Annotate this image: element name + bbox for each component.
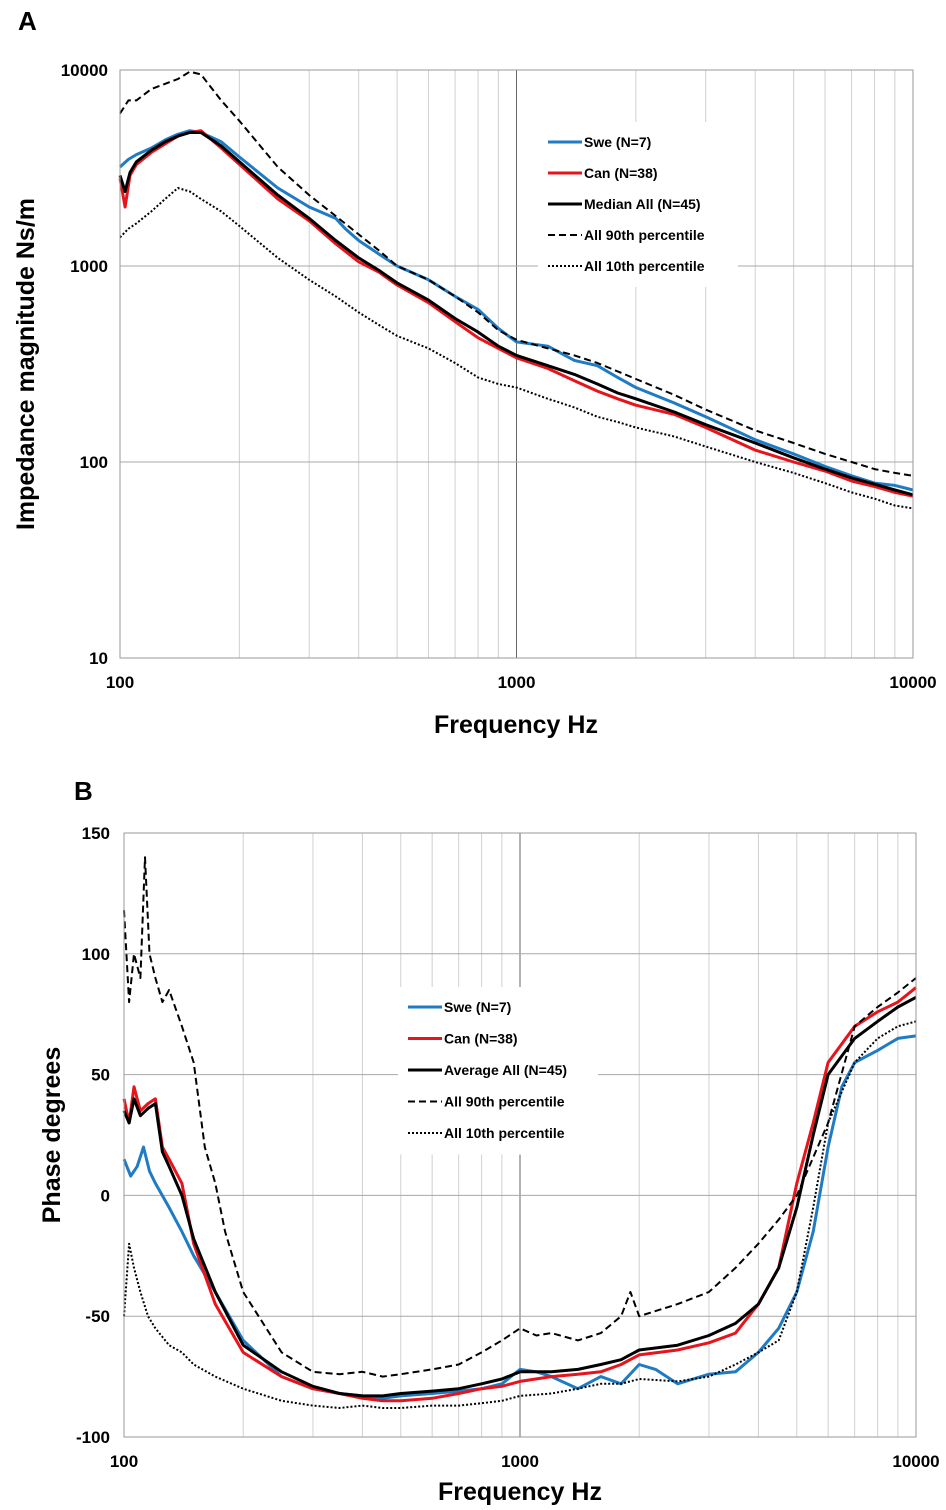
x-tick-label-1: 1000	[501, 1452, 539, 1471]
y-tick-label-1: -50	[85, 1307, 110, 1326]
legend-label-1: Can (N=38)	[444, 1031, 518, 1047]
x-tick-label-2: 10000	[889, 673, 936, 692]
panel-b-tick-labels: 100 1000 10000 -100 -50 0 50 100 150	[76, 824, 940, 1471]
legend-label-1: Can (N=38)	[584, 165, 658, 181]
panel-a-letter: A	[18, 6, 37, 36]
legend-label-3: All 90th percentile	[584, 227, 705, 243]
x-tick-label-2: 10000	[892, 1452, 939, 1471]
legend-label-4: All 10th percentile	[584, 258, 705, 274]
x-tick-label-1: 1000	[498, 673, 536, 692]
legend-label-0: Swe (N=7)	[584, 134, 651, 150]
y-tick-label-4: 100	[82, 945, 110, 964]
panel-b-series	[122, 856, 917, 1409]
panel-b-y-axis-title: Phase degrees	[38, 1047, 66, 1224]
panel-a-x-axis-title: Frequency Hz	[434, 711, 598, 739]
series-line-3	[119, 70, 914, 477]
y-tick-label-1: 100	[80, 453, 108, 472]
legend-label-2: Average All (N=45)	[444, 1062, 567, 1078]
panel-b-chart: Swe (N=7) Can (N=38) Average All (N=45) All…	[38, 824, 940, 1506]
panel-a-tick-labels: 100 1000 10000 10 100 1000 10000	[61, 61, 937, 692]
legend-label-3: All 90th percentile	[444, 1094, 565, 1110]
panel-a-chart: Swe (N=7) Can (N=38) Median All (N=45) All …	[12, 61, 937, 739]
panel-a-legend: Swe (N=7) Can (N=38) Median All (N=45) All …	[538, 122, 738, 287]
panel-b-legend: Swe (N=7) Can (N=38) Average All (N=45) All…	[398, 987, 598, 1155]
series-line-4	[119, 187, 914, 510]
y-tick-label-3: 10000	[61, 61, 108, 80]
y-tick-label-2: 1000	[70, 257, 108, 276]
panel-a-series	[118, 70, 914, 510]
y-tick-label-3: 50	[91, 1066, 110, 1085]
series-line-2	[118, 131, 914, 497]
series-line-1	[122, 986, 917, 1403]
series-line-2	[122, 995, 917, 1398]
legend-label-2: Median All (N=45)	[584, 196, 701, 212]
y-tick-label-2: 0	[101, 1186, 110, 1205]
series-line-4	[123, 1020, 917, 1409]
y-tick-label-0: -100	[76, 1428, 110, 1447]
x-tick-label-0: 100	[106, 673, 134, 692]
panel-b-x-axis-title: Frequency Hz	[438, 1478, 602, 1506]
y-tick-label-5: 150	[82, 824, 110, 843]
panel-b-plot-frame	[123, 832, 917, 1438]
panel-a-y-axis-title: Impedance magnitude Ns/m	[12, 198, 40, 530]
panel-a-plot-frame	[119, 69, 914, 659]
legend-label-0: Swe (N=7)	[444, 999, 511, 1015]
series-line-3	[123, 856, 917, 1378]
y-tick-label-0: 10	[89, 649, 108, 668]
x-tick-label-0: 100	[110, 1452, 138, 1471]
legend-label-4: All 10th percentile	[444, 1125, 565, 1141]
panel-b-letter: B	[74, 776, 93, 806]
